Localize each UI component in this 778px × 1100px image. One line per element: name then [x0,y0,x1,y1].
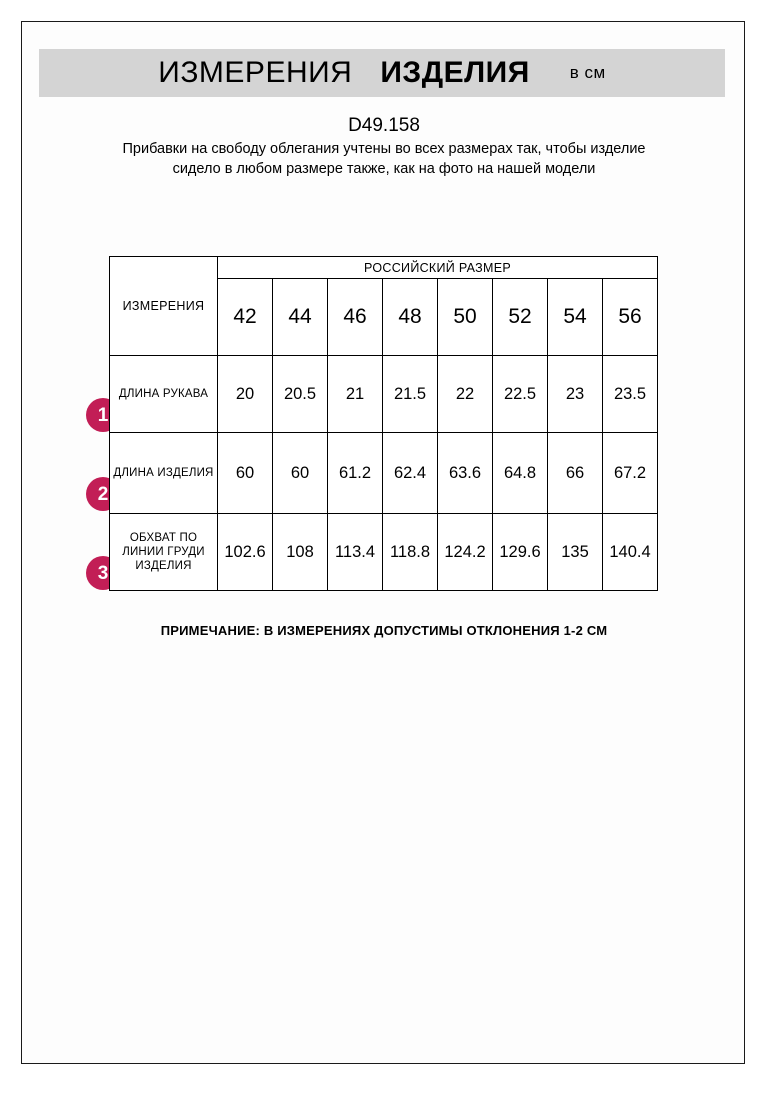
fit-description: Прибавки на свободу облегания учтены во … [122,141,646,177]
group-header-row: ИЗМЕРЕНИЯ РОССИЙСКИЙ РАЗМЕР [109,256,658,356]
table-row: ДЛИНА ИЗДЕЛИЯ 60 60 61.2 62.4 63.6 64.8 … [109,432,658,514]
row-label-chest-girth: ОБХВАТ ПО ЛИНИИ ГРУДИ ИЗДЕЛИЯ [109,513,218,591]
size-table-wrapper: ИЗМЕРЕНИЯ РОССИЙСКИЙ РАЗМЕР 42 44 46 48 … [109,256,658,591]
measurements-header-cell: ИЗМЕРЕНИЯ [109,256,218,356]
cell-length-54: 66 [547,432,603,514]
cell-length-42: 60 [217,432,273,514]
cell-sleeve-56: 23.5 [602,355,658,433]
cell-length-46: 61.2 [327,432,383,514]
russian-size-header: РОССИЙСКИЙ РАЗМЕР [217,256,658,279]
cell-chest-46: 113.4 [327,513,383,591]
cell-chest-54: 135 [547,513,603,591]
size-header-54: 54 [547,278,603,356]
cell-chest-44: 108 [272,513,328,591]
cell-sleeve-50: 22 [437,355,493,433]
cell-chest-48: 118.8 [382,513,438,591]
size-header-48: 48 [382,278,438,356]
article-code: D49.158 [348,115,420,136]
title-product: ИЗДЕЛИЯ [380,56,530,89]
title-measurements: ИЗМЕРЕНИЯ [158,56,353,89]
size-header-52: 52 [492,278,548,356]
size-header-42: 42 [217,278,273,356]
size-table-body: ДЛИНА РУКАВА 20 20.5 21 21.5 22 22.5 23 … [109,355,658,591]
title-units: в см [569,63,606,82]
cell-chest-50: 124.2 [437,513,493,591]
cell-sleeve-48: 21.5 [382,355,438,433]
cell-length-56: 67.2 [602,432,658,514]
size-header-50: 50 [437,278,493,356]
table-row: ОБХВАТ ПО ЛИНИИ ГРУДИ ИЗДЕЛИЯ 102.6 108 … [109,513,658,591]
cell-sleeve-44: 20.5 [272,355,328,433]
size-header-46: 46 [327,278,383,356]
cell-sleeve-42: 20 [217,355,273,433]
title-banner: ИЗМЕРЕНИЯ ИЗДЕЛИЯ в см [39,49,725,97]
size-table: ИЗМЕРЕНИЯ РОССИЙСКИЙ РАЗМЕР 42 44 46 48 … [109,256,658,591]
cell-chest-42: 102.6 [217,513,273,591]
size-table-head: ИЗМЕРЕНИЯ РОССИЙСКИЙ РАЗМЕР 42 44 46 48 … [109,256,658,356]
cell-length-48: 62.4 [382,432,438,514]
row-label-product-length: ДЛИНА ИЗДЕЛИЯ [109,432,218,514]
size-header-56: 56 [602,278,658,356]
cell-sleeve-46: 21 [327,355,383,433]
cell-length-44: 60 [272,432,328,514]
cell-sleeve-54: 23 [547,355,603,433]
cell-length-50: 63.6 [437,432,493,514]
page-frame: ИЗМЕРЕНИЯ ИЗДЕЛИЯ в см D49.158 Прибавки … [21,21,745,1064]
cell-chest-52: 129.6 [492,513,548,591]
table-row: ДЛИНА РУКАВА 20 20.5 21 21.5 22 22.5 23 … [109,355,658,433]
row-label-sleeve-length: ДЛИНА РУКАВА [109,355,218,433]
cell-chest-56: 140.4 [602,513,658,591]
tolerance-note: ПРИМЕЧАНИЕ: В ИЗМЕРЕНИЯХ ДОПУСТИМЫ ОТКЛО… [160,623,608,638]
size-header-44: 44 [272,278,328,356]
cell-sleeve-52: 22.5 [492,355,548,433]
cell-length-52: 64.8 [492,432,548,514]
